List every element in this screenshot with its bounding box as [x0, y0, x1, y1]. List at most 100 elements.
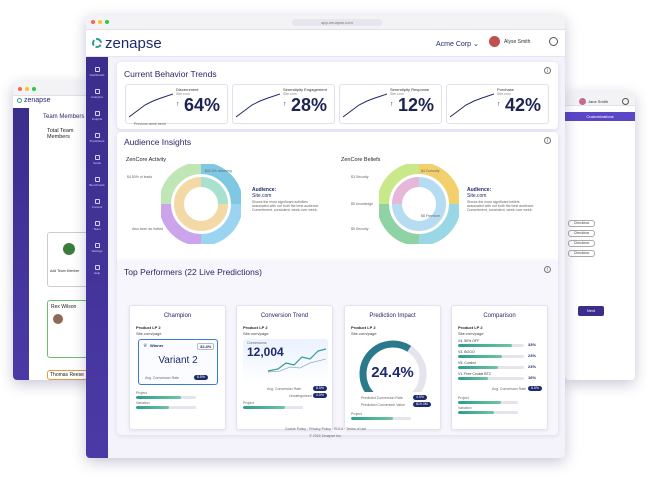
sidebar-item[interactable]: Insights — [86, 111, 108, 121]
legend-label: Project — [458, 396, 469, 400]
logo: zenapse — [24, 97, 51, 104]
avatar[interactable] — [489, 36, 500, 47]
legend-label: Project — [136, 391, 147, 395]
sidebar-item[interactable]: Settings — [86, 243, 108, 253]
beliefs-label: $4 Curiosity — [421, 169, 440, 173]
product-url: Site.com/page — [351, 331, 377, 336]
trend-value: 64% — [184, 95, 221, 115]
audience-center-title: Audience: — [252, 187, 277, 193]
sidebar-item[interactable]: Team — [86, 221, 108, 231]
nav-icon — [94, 265, 100, 270]
audience-desc: Shows the most significant beliefs assoc… — [467, 200, 535, 212]
sidebar-item-label: Help — [93, 271, 101, 275]
sparkline — [450, 93, 494, 118]
member-name: Thomas Reese — [50, 372, 84, 378]
avg-value: 8.5% — [194, 375, 208, 380]
logo-icon — [92, 38, 102, 48]
info-icon[interactable]: i — [544, 67, 551, 74]
sidebar-item-label: Benchmark — [89, 183, 105, 187]
comparison-label: V1. Free Cookie BTC — [458, 372, 492, 376]
project-bar — [136, 396, 196, 399]
sidebar-item[interactable]: Help — [86, 265, 108, 275]
activity-label: $4.50% of leads — [127, 175, 153, 179]
comparison-bar — [458, 377, 524, 380]
avg-value: 8.5% — [313, 386, 327, 391]
uplift-value: 0.5% — [313, 393, 327, 398]
maximize-icon[interactable] — [105, 20, 109, 24]
legend-label: Variation — [458, 406, 472, 410]
url-bar[interactable]: app.zenapse.com — [292, 18, 382, 26]
sparkline — [129, 93, 173, 118]
project-bar — [351, 417, 411, 420]
trend-source: Site.com — [497, 92, 511, 96]
footer-link[interactable]: Terms of use — [346, 427, 367, 431]
sidebar-item[interactable]: Dashboard — [86, 67, 108, 77]
sidebar-item-label: Content — [91, 205, 103, 209]
trend-card[interactable]: Serendipity Response Site.com ↑ 12% — [339, 84, 442, 124]
trend-label: Discernment — [176, 87, 199, 92]
sidebar-item[interactable]: Predictions — [86, 133, 108, 143]
sidebar-item-label: Settings — [91, 249, 103, 253]
sidebar-item[interactable]: Analytics — [86, 89, 108, 99]
sidebar-item[interactable]: Benchmark — [86, 177, 108, 187]
trend-card[interactable]: Purchase Site.com ↑ 42% — [446, 84, 549, 124]
nav-icon — [94, 221, 100, 226]
option-checkbox[interactable]: Checkbox — [568, 230, 595, 237]
legend-label: Variation — [136, 401, 150, 405]
footer-link[interactable]: Cookie Policy — [284, 427, 307, 431]
impact-card: Prediction Impact Product LP 2 Site.com/… — [344, 305, 441, 430]
footer-link[interactable]: Privacy Policy — [309, 427, 331, 431]
activity-label: $22.3% returning — [205, 169, 232, 173]
add-member-card[interactable]: Add Team Member — [47, 232, 91, 287]
trend-source: Site.com — [283, 92, 297, 96]
help-icon[interactable] — [622, 98, 629, 105]
product-url: Site.com/page — [136, 331, 162, 336]
sidebar-item[interactable]: Content — [86, 199, 108, 209]
footer-link[interactable]: EULA — [334, 427, 344, 431]
customizations-label: Customizations — [586, 114, 614, 119]
close-icon[interactable] — [91, 20, 95, 24]
info-icon[interactable]: i — [544, 137, 551, 144]
trend-footnote: Previous week trend — [134, 122, 166, 126]
uplift-label: Uncategorized — [289, 394, 312, 398]
avatar — [53, 314, 63, 324]
trend-label: Purchase — [497, 87, 514, 92]
legend-label: Project — [243, 401, 254, 405]
browser-chrome: app.zenapse.com — [86, 15, 565, 30]
sidebar-item-label: Team — [93, 227, 101, 231]
trends-panel: Current Behavior Trends i Discernment Sit… — [117, 62, 558, 129]
sparkline — [343, 93, 387, 118]
copyright: © 2024 Zenapse Inc. — [309, 434, 342, 438]
beliefs-sunburst — [379, 164, 459, 244]
help-icon[interactable] — [549, 37, 558, 46]
option-checkbox[interactable]: Checkbox — [568, 240, 595, 247]
footer-links: Cookie Policy · Privacy Policy · EULA · … — [284, 427, 367, 431]
variation-bar — [458, 411, 518, 414]
trend-value: 28% — [291, 95, 328, 115]
trend-card[interactable]: Serendipity Engagement Site.com ↑ 28% — [232, 84, 335, 124]
user-name[interactable]: Alyse Smith — [504, 39, 531, 45]
sidebar-item[interactable]: Goals — [86, 155, 108, 165]
member-name: Rex Wilson — [51, 304, 77, 310]
member-card[interactable]: Rex Wilson — [47, 300, 91, 358]
comparison-value: 16% — [528, 375, 537, 380]
trend-chart-box: Conversions 12,004 — [243, 339, 328, 384]
option-checkbox[interactable]: Checkbox — [568, 250, 595, 257]
next-button[interactable]: Next — [578, 306, 604, 316]
impact-title: Prediction Impact — [369, 313, 416, 319]
nav-icon — [94, 111, 100, 116]
company-select[interactable]: Acme Corp ⌄ — [436, 40, 479, 48]
trend-card[interactable]: Discernment Site.com ↑ 64% — [125, 84, 228, 124]
option-checkbox[interactable]: Checkbox — [568, 220, 595, 227]
nav-icon — [94, 177, 100, 182]
nav-icon — [94, 199, 100, 204]
info-icon[interactable]: i — [544, 266, 551, 273]
comparison-label: V5. Control — [458, 361, 476, 365]
product-name: Product LP 2 — [136, 325, 161, 330]
sidebar-item-label: Predictions — [89, 139, 105, 143]
impact-row-value: 4.5% — [413, 395, 427, 400]
sidebar-item-label: Insights — [91, 117, 103, 121]
logo: zenapse — [105, 35, 162, 52]
avatar — [63, 243, 75, 255]
minimize-icon[interactable] — [98, 20, 102, 24]
